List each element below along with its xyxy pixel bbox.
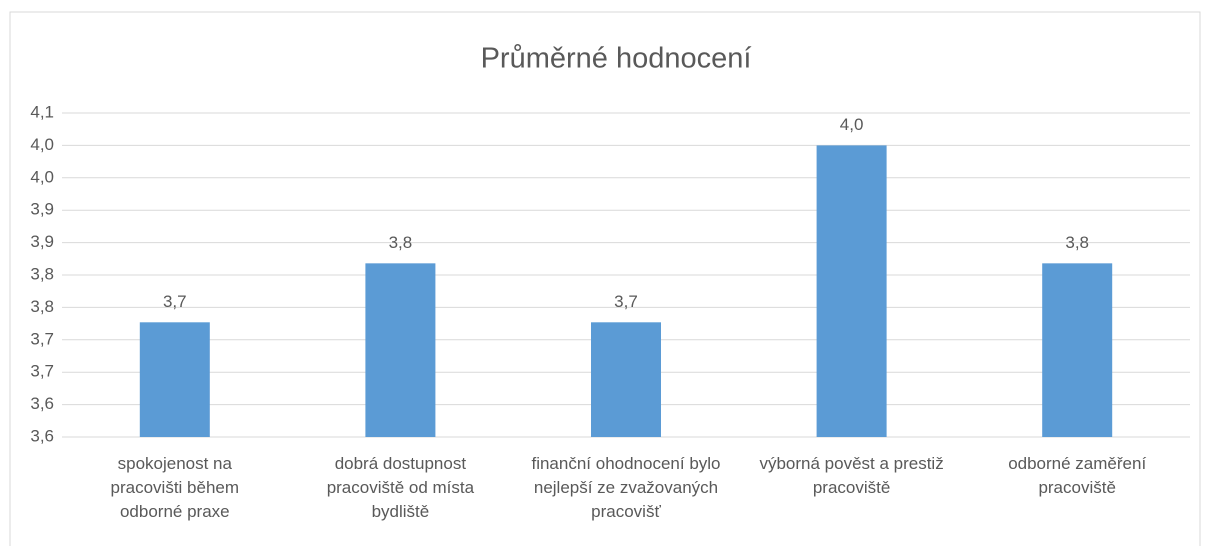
y-tick-label: 3,9 [30, 200, 54, 219]
y-tick-label: 4,0 [30, 135, 54, 154]
y-tick-label: 4,0 [30, 167, 54, 186]
y-tick-label: 3,6 [30, 394, 54, 413]
y-tick-label: 3,8 [30, 264, 54, 283]
x-tick-label: dobrá dostupnost pracoviště od místa byd… [326, 454, 475, 521]
x-tick-label: finanční ohodnocení bylo nejlepší ze zva… [531, 454, 721, 521]
y-tick-label: 3,7 [30, 329, 54, 348]
y-tick-label: 4,1 [30, 102, 54, 121]
y-tick-label: 3,8 [30, 297, 54, 316]
x-tick-label: odborné zaměření pracoviště [1008, 454, 1147, 497]
data-label: 3,8 [389, 233, 413, 252]
y-tick-label: 3,9 [30, 232, 54, 251]
data-label: 3,8 [1065, 233, 1089, 252]
chart-title: Průměrné hodnocení [481, 43, 752, 75]
y-tick-label: 3,6 [30, 426, 54, 445]
y-tick-label: 3,7 [30, 362, 54, 381]
data-label: 4,0 [840, 115, 864, 134]
bar [139, 322, 210, 437]
data-label: 3,7 [614, 292, 638, 311]
bar [1042, 263, 1113, 437]
x-tick-label: spokojenost na pracovišti během odborné … [110, 454, 240, 521]
chart-frame [9, 11, 1201, 546]
data-label: 3,7 [163, 292, 187, 311]
bar [591, 322, 661, 437]
x-tick-label: výborná pověst a prestiž pracoviště [759, 454, 944, 497]
bar [816, 145, 887, 437]
bar [365, 263, 436, 437]
